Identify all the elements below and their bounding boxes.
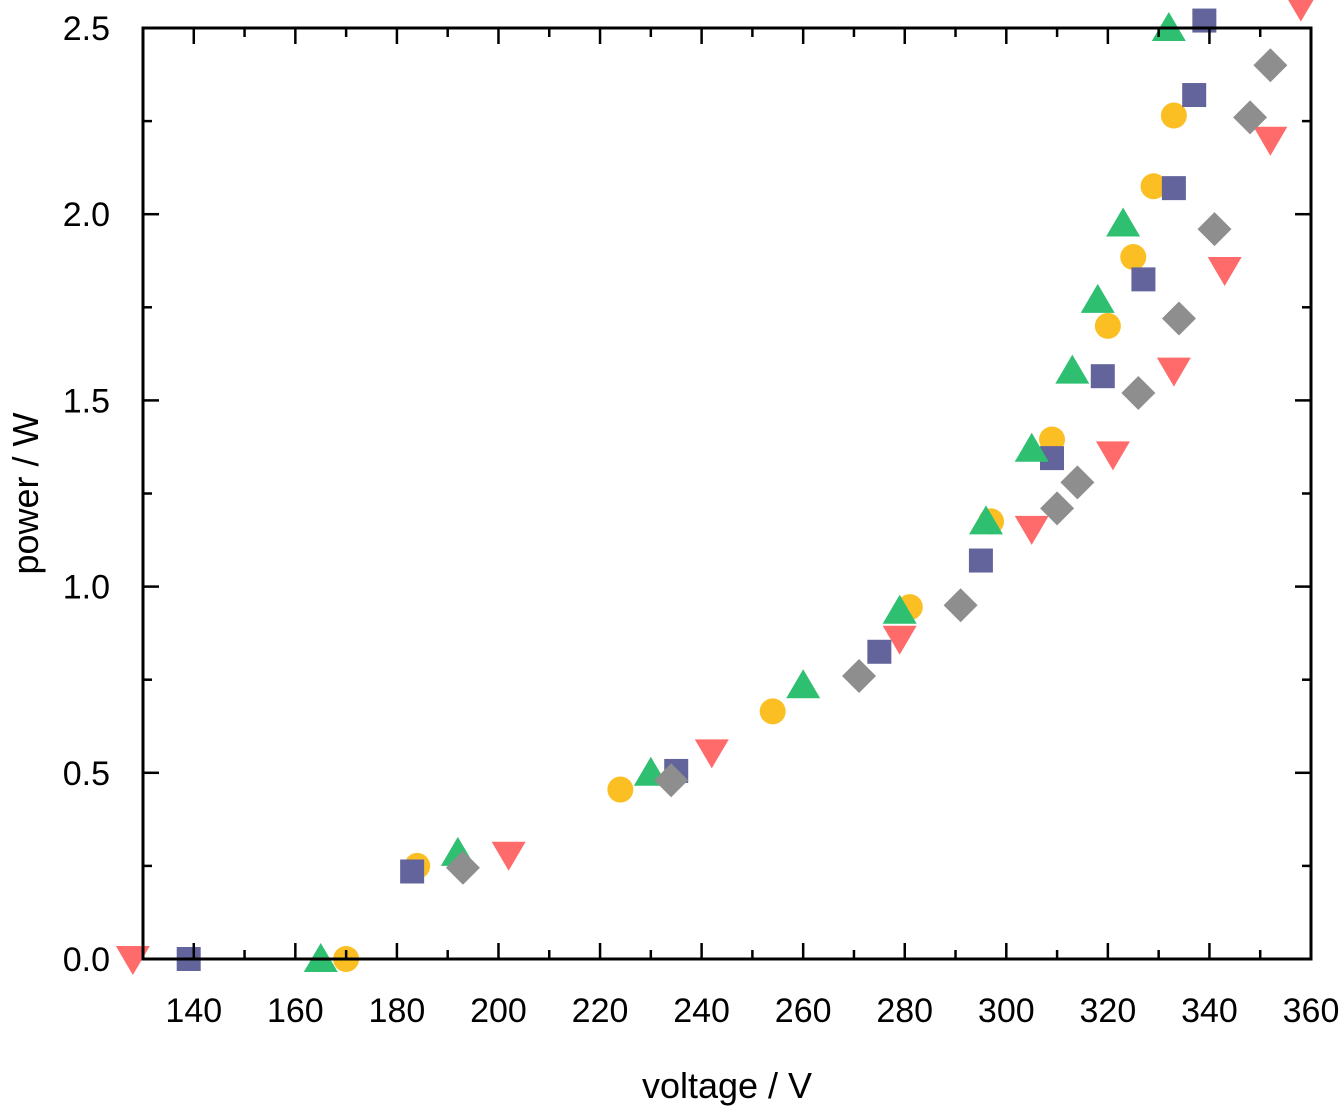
data-point-triangle-down [115,946,150,975]
x-tick-label: 260 [775,992,832,1030]
x-tick-label: 200 [470,992,527,1030]
x-tick-label: 300 [978,992,1035,1030]
data-point-triangle-up [968,505,1003,535]
y-tick-label: 0.0 [63,941,110,979]
x-tick-label: 360 [1283,992,1340,1030]
x-tick-label: 220 [572,992,629,1030]
data-point-diamond [1121,375,1156,410]
data-point-triangle-down [1207,257,1242,287]
data-point-square [1161,176,1186,201]
data-point-circle [1094,312,1121,339]
data-point-square [867,639,892,664]
data-point-triangle-down [1253,126,1288,156]
data-point-diamond [1233,100,1268,135]
data-point-triangle-down [882,625,917,655]
y-axis-ticks: 0.0 0.5 1.0 1.5 2.0 2.5 [63,10,1311,979]
data-point-triangle-down [491,841,526,871]
data-point-triangle-down [1014,515,1049,545]
data-point-diamond [1040,491,1075,526]
y-axis-title: power / W [5,412,46,574]
data-point-triangle-down [694,739,729,769]
data-point-square [968,548,993,573]
data-point-square [1131,267,1156,292]
data-point-triangle-down [1095,441,1130,471]
data-point-circle [1120,244,1147,271]
data-point-diamond [1197,212,1232,247]
data-point-triangle-up [1055,354,1090,384]
data-point-square [400,859,425,884]
data-point-diamond [1253,48,1288,83]
data-markers [115,0,1314,975]
data-point-circle [607,776,634,803]
plot-frame [141,26,1313,961]
data-point-triangle-up [1080,283,1115,313]
data-point-circle [1039,426,1066,453]
x-axis-ticks: 140 160 180 200 220 240 260 280 300 320 340 360 [165,28,1339,1030]
y-tick-label: 1.0 [63,569,110,607]
y-tick-label: 0.5 [63,755,110,793]
x-tick-label: 180 [369,992,426,1030]
x-tick-label: 240 [673,992,730,1030]
x-tick-label: 340 [1181,992,1238,1030]
data-point-diamond [1161,301,1196,336]
y-tick-label: 2.0 [63,196,110,234]
data-point-square [1182,83,1207,108]
data-point-circle [759,698,786,725]
data-point-triangle-up [1014,432,1049,462]
data-point-circle [1160,102,1187,129]
data-point-diamond [445,850,480,885]
data-point-triangle-down [1288,0,1314,22]
data-point-square [1090,364,1115,389]
data-point-diamond [842,658,877,693]
data-point-triangle-up [1106,207,1141,237]
y-tick-label: 1.5 [63,382,110,420]
data-point-circle [1140,173,1167,200]
data-point-diamond [943,588,978,623]
data-point-triangle-down [1156,357,1191,387]
x-tick-label: 320 [1080,992,1137,1030]
data-point-triangle-up [882,594,917,624]
y-tick-label: 2.5 [63,10,110,48]
x-tick-label: 140 [165,992,222,1030]
x-tick-label: 280 [876,992,933,1030]
data-point-diamond [1060,465,1095,500]
data-point-diamond [654,763,689,798]
x-axis-title: voltage / V [642,1065,812,1106]
data-point-triangle-up [786,669,821,699]
x-tick-label: 160 [267,992,324,1030]
